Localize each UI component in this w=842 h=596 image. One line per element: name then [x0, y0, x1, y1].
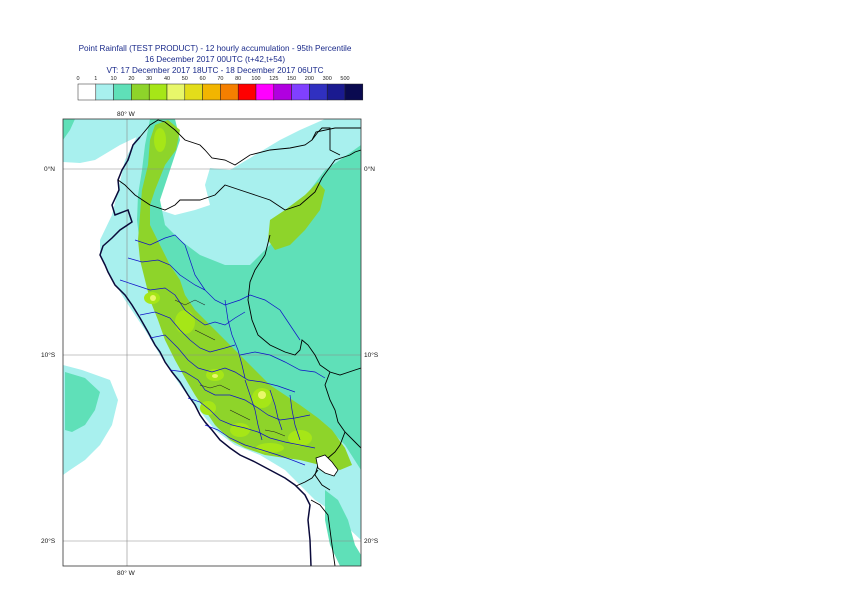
legend-tick-label-12: 150 — [287, 76, 296, 82]
legend-tick-label-0: 0 — [76, 76, 79, 82]
region-borders — [119, 234, 326, 466]
lat-label-10-right: 10°S — [364, 351, 379, 359]
rain-area-medium — [63, 119, 361, 470]
legend-tick-label-8: 70 — [217, 76, 223, 82]
legend-tick-label-11: 125 — [269, 76, 278, 82]
rain-area-medium-ocean — [65, 372, 100, 432]
graticule — [63, 119, 361, 566]
legend-tick-label-15: 500 — [340, 76, 349, 82]
lat-label-0-right: 0°N — [364, 165, 375, 173]
rain-area-max — [150, 295, 266, 399]
map-title-line-2: 16 December 2017 00UTC (t+42,t+54) — [144, 55, 286, 64]
lat-label-0-left: 0°N — [44, 165, 55, 173]
legend-tick-label-9: 80 — [235, 76, 241, 82]
rain-area-heavy-north — [268, 182, 325, 250]
lon-label-bottom: 80° W — [117, 569, 136, 577]
lat-label-20-left: 20°S — [41, 537, 56, 545]
legend-tick-label-10: 100 — [251, 76, 260, 82]
map-frame — [62, 118, 362, 567]
coastline — [99, 136, 312, 566]
country-borders — [117, 119, 361, 566]
lat-label-10-left: 10°S — [41, 351, 56, 359]
legend-swatch-15 — [344, 83, 364, 101]
legend-tick-label-14: 300 — [323, 76, 332, 82]
color-legend: 0 1 10 20 30 40 50 60 70 80 100 125 150 200 300 500 — [76, 76, 364, 101]
map-title-line-1: Point Rainfall (TEST PRODUCT) - 12 hourl… — [78, 44, 352, 53]
legend-tick-label-6: 50 — [182, 76, 188, 82]
legend-tick-label-13: 200 — [305, 76, 314, 82]
legend-tick-label-1: 1 — [94, 76, 97, 82]
legend-tick-label-2: 10 — [111, 76, 117, 82]
lat-label-20-right: 20°S — [364, 537, 379, 545]
lake-titicaca — [315, 454, 339, 477]
province-borders — [174, 299, 286, 437]
rain-area-peak — [144, 128, 312, 453]
lon-label-top: 80° W — [117, 110, 136, 118]
legend-tick-label-7: 60 — [200, 76, 206, 82]
rain-area-heavy — [138, 120, 352, 470]
rain-area-light-ocean-1 — [63, 119, 160, 163]
map-title-line-3: VT: 17 December 2017 18UTC - 18 December… — [106, 66, 324, 75]
rain-area-medium-south — [325, 490, 361, 566]
legend-tick-label-4: 30 — [146, 76, 152, 82]
legend-tick-label-5: 40 — [164, 76, 170, 82]
legend-tick-label-3: 20 — [128, 76, 134, 82]
